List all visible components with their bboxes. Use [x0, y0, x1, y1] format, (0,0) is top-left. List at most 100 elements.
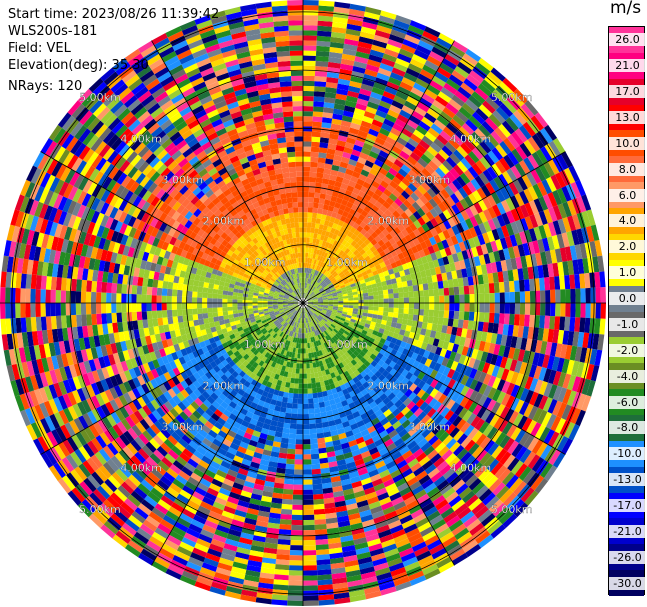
velocity-gate [346, 201, 354, 209]
velocity-gate [408, 303, 415, 309]
velocity-gate [318, 594, 335, 601]
velocity-gate [200, 529, 215, 539]
velocity-gate [417, 411, 427, 421]
velocity-gate [517, 244, 526, 257]
velocity-gate [343, 280, 350, 285]
velocity-gate [345, 430, 354, 438]
velocity-gate [244, 574, 260, 583]
velocity-gate [456, 212, 465, 223]
velocity-gate [563, 167, 576, 184]
velocity-gate [388, 303, 394, 308]
velocity-gate [599, 271, 606, 288]
velocity-gate [399, 270, 406, 277]
velocity-gate [303, 101, 314, 107]
velocity-gate [308, 273, 311, 279]
velocity-gate [468, 115, 482, 129]
velocity-gate [427, 245, 436, 255]
velocity-gate [286, 311, 291, 315]
velocity-gate [317, 584, 334, 591]
velocity-gate [379, 62, 394, 72]
velocity-gate [352, 112, 364, 121]
velocity-gate [352, 291, 358, 296]
velocity-gate [416, 340, 424, 349]
velocity-gate [342, 488, 354, 496]
velocity-gate [294, 464, 303, 470]
velocity-gate [133, 531, 149, 545]
velocity-gate [433, 288, 440, 297]
velocity-gate [103, 499, 118, 514]
velocity-gate [106, 414, 117, 427]
velocity-gate [44, 449, 58, 466]
velocity-gate [195, 406, 206, 416]
velocity-gate [368, 96, 381, 105]
velocity-gate [300, 343, 303, 349]
velocity-gate [532, 352, 541, 366]
velocity-gate [314, 187, 322, 194]
velocity-gate [464, 294, 470, 303]
velocity-gate [348, 297, 354, 301]
velocity-gate [515, 336, 523, 350]
velocity-gate [382, 200, 391, 210]
velocity-gate [303, 479, 313, 485]
velocity-gate [283, 328, 288, 334]
velocity-gate [396, 382, 406, 391]
velocity-gate [291, 309, 296, 314]
velocity-gate [100, 524, 116, 539]
velocity-gate [394, 271, 401, 279]
velocity-gate [332, 320, 338, 326]
velocity-gate [325, 153, 335, 160]
velocity-gate [409, 444, 421, 455]
velocity-gate [440, 406, 451, 418]
velocity-gate [327, 243, 333, 250]
velocity-gate [284, 308, 290, 312]
velocity-gate [494, 465, 508, 479]
velocity-gate [245, 363, 253, 370]
velocity-gate [414, 434, 425, 445]
velocity-gate [30, 422, 43, 439]
velocity-gate [304, 333, 307, 339]
velocity-gate [227, 446, 238, 456]
velocity-gate [451, 552, 469, 566]
velocity-gate [531, 151, 544, 167]
velocity-gate [303, 257, 306, 263]
velocity-gate [350, 261, 357, 268]
velocity-gate [217, 385, 226, 394]
velocity-gate [379, 100, 392, 110]
velocity-gate [436, 273, 443, 282]
velocity-gate [480, 331, 488, 342]
velocity-gate [315, 324, 320, 330]
velocity-gate [478, 211, 488, 223]
velocity-gate [278, 308, 284, 311]
velocity-gate [392, 287, 399, 294]
velocity-gate [214, 529, 229, 539]
velocity-gate [319, 267, 324, 273]
velocity-gate [389, 71, 404, 82]
velocity-gate [374, 228, 382, 236]
velocity-gate [168, 397, 178, 408]
velocity-gate [310, 222, 316, 229]
velocity-gate [418, 303, 425, 310]
velocity-gate [338, 73, 352, 81]
velocity-gate [554, 276, 561, 290]
velocity-gate [67, 377, 77, 392]
velocity-gate [315, 544, 329, 551]
velocity-gate [306, 237, 310, 243]
velocity-gate [319, 333, 324, 339]
velocity-gate [156, 431, 168, 443]
velocity-gate [349, 321, 355, 326]
velocity-gate [415, 243, 423, 252]
velocity-gate [365, 385, 373, 393]
velocity-gate [381, 58, 396, 68]
velocity-gate [334, 597, 351, 605]
velocity-gate [172, 554, 188, 566]
velocity-gate [445, 196, 456, 207]
velocity-gate [387, 205, 396, 214]
velocity-gate [292, 347, 296, 353]
velocity-gate [317, 266, 322, 272]
velocity-gate [368, 150, 379, 160]
velocity-gate [286, 318, 291, 323]
velocity-gate [437, 364, 447, 375]
velocity-gate [433, 391, 443, 401]
velocity-gate [527, 241, 536, 255]
velocity-gate [399, 257, 407, 265]
